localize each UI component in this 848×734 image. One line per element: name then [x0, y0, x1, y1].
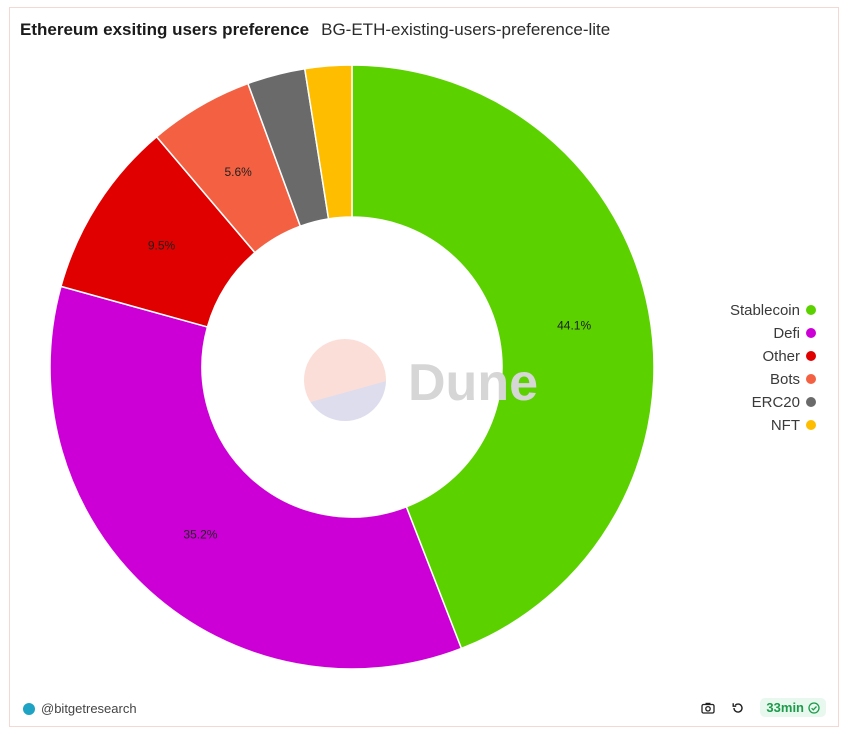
legend-swatch-icon: [806, 397, 816, 407]
legend-item-nft[interactable]: NFT: [771, 416, 816, 434]
legend-swatch-icon: [806, 374, 816, 384]
refresh-icon[interactable]: [730, 700, 746, 716]
legend-swatch-icon: [806, 420, 816, 430]
watermark-text: Dune: [408, 354, 538, 412]
refresh-age: 33min: [766, 700, 804, 715]
chart-legend: Stablecoin Defi Other Bots ERC20 NFT: [730, 301, 816, 434]
legend-label: ERC20: [751, 393, 800, 411]
legend-item-erc20[interactable]: ERC20: [752, 393, 816, 411]
legend-item-stablecoin[interactable]: Stablecoin: [730, 301, 816, 319]
pie-slices: [49, 64, 655, 670]
legend-label: Other: [762, 347, 800, 365]
slice-label-defi: 35.2%: [183, 528, 217, 542]
slice-nft[interactable]: [303, 64, 353, 220]
author-attribution[interactable]: @bitgetresearch: [23, 701, 137, 716]
query-name[interactable]: BG-ETH-existing-users-preference-lite: [321, 20, 611, 39]
chart-header: Ethereum exsiting users preference BG-ET…: [20, 20, 610, 40]
author-name[interactable]: @bitgetresearch: [41, 701, 137, 716]
slice-label-stablecoin: 44.1%: [557, 318, 591, 332]
chart-title: Ethereum exsiting users preference: [20, 20, 310, 39]
dune-watermark: Dune: [304, 339, 538, 421]
slice-label-other: 9.5%: [148, 238, 176, 252]
refresh-status-badge[interactable]: 33min: [760, 698, 826, 717]
legend-item-other[interactable]: Other: [762, 347, 816, 365]
slice-labels: 44.1% 35.2% 9.5% 5.6%: [148, 165, 592, 542]
legend-label: NFT: [770, 416, 800, 434]
legend-item-bots[interactable]: Bots: [770, 370, 816, 388]
legend-label: Stablecoin: [729, 301, 800, 319]
legend-label: Bots: [769, 370, 800, 388]
legend-label: Defi: [773, 324, 800, 342]
slice-label-bots: 5.6%: [225, 165, 253, 179]
slice-stablecoin[interactable]: [351, 64, 655, 650]
legend-item-defi[interactable]: Defi: [773, 324, 816, 342]
check-circle-icon: [808, 701, 820, 714]
bitget-logo-icon: [23, 702, 35, 715]
legend-swatch-icon: [806, 351, 816, 361]
chart-toolbar: 33min: [700, 698, 826, 717]
legend-swatch-icon: [806, 328, 816, 338]
legend-swatch-icon: [806, 305, 816, 315]
camera-icon[interactable]: [700, 700, 716, 716]
slice-defi[interactable]: [49, 285, 463, 670]
